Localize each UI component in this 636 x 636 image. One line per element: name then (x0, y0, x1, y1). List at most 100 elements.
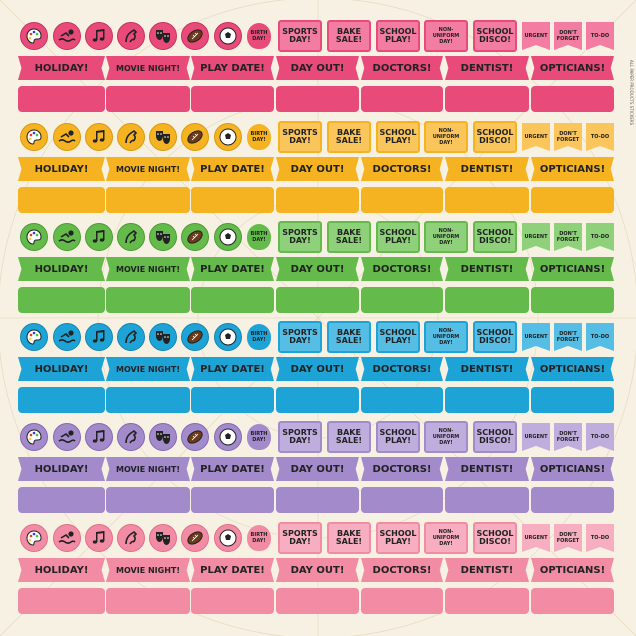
banner-sticker: OPTICIANS! (531, 457, 614, 481)
small-label-sticker: SPORTS DAY! (278, 421, 322, 453)
swimmer-icon (53, 423, 81, 451)
rugby-ball-icon (181, 323, 209, 351)
side-text: ALL PAPER PRODUCTS STICKERS (629, 60, 634, 126)
flag-sticker: DON'T FORGET (554, 524, 582, 552)
blank-label-sticker (191, 487, 274, 513)
blank-label-sticker (106, 387, 190, 413)
swimmer-icon (53, 524, 81, 552)
flag-sticker: DON'T FORGET (554, 223, 582, 251)
banner-sticker: PLAY DATE! (191, 558, 274, 582)
small-label-sticker: SCHOOL DISCO! (473, 522, 517, 554)
small-label-sticker: SCHOOL DISCO! (473, 20, 517, 52)
small-label-sticker: SCHOOL DISCO! (473, 121, 517, 153)
flag-sticker: DON'T FORGET (554, 423, 582, 451)
banner-sticker: MOVIE NIGHT! (106, 56, 190, 80)
blank-label-sticker (361, 187, 443, 213)
flag-sticker: URGENT (522, 423, 550, 451)
flag-sticker: TO-DO (586, 223, 614, 251)
rugby-ball-icon (181, 123, 209, 151)
blank-label-sticker (361, 588, 443, 614)
palette-icon (20, 223, 48, 251)
blank-label-sticker (106, 187, 190, 213)
blank-label-sticker (445, 588, 529, 614)
banner-sticker: DENTIST! (445, 257, 529, 281)
small-label-sticker: NON- UNIFORM DAY! (424, 20, 468, 52)
flag-sticker: TO-DO (586, 423, 614, 451)
banner-sticker: DOCTORS! (361, 157, 443, 181)
rugby-ball-icon (181, 223, 209, 251)
banner-sticker: DENTIST! (445, 558, 529, 582)
blank-label-sticker (106, 86, 190, 112)
theatre-masks-icon (149, 223, 177, 251)
banner-sticker: PLAY DATE! (191, 357, 274, 381)
banner-sticker: HOLIDAY! (18, 457, 105, 481)
banner-sticker: PLAY DATE! (191, 457, 274, 481)
music-notes-icon (85, 22, 113, 50)
small-label-sticker: BAKE SALE! (327, 221, 371, 253)
music-notes-icon (85, 423, 113, 451)
music-notes-icon (85, 223, 113, 251)
flag-sticker: TO-DO (586, 123, 614, 151)
swimmer-icon (53, 123, 81, 151)
banner-sticker: MOVIE NIGHT! (106, 157, 190, 181)
blank-label-sticker (18, 86, 105, 112)
banner-sticker: DENTIST! (445, 457, 529, 481)
flag-sticker: URGENT (522, 123, 550, 151)
flag-sticker: DON'T FORGET (554, 323, 582, 351)
sticker-band-orange: BIRTH DAY! SPORTS DAY! BAKE SALE! SCHOOL PL… (18, 121, 616, 217)
rugby-ball-icon (181, 22, 209, 50)
birthday-sticker: BIRTH DAY! (247, 525, 271, 551)
blank-label-sticker (445, 86, 529, 112)
swimmer-icon (53, 323, 81, 351)
small-label-sticker: SCHOOL DISCO! (473, 421, 517, 453)
blank-label-sticker (361, 487, 443, 513)
blank-label-sticker (191, 287, 274, 313)
banner-sticker: PLAY DATE! (191, 257, 274, 281)
small-label-sticker: SCHOOL PLAY! (376, 321, 420, 353)
blank-label-sticker (106, 487, 190, 513)
sticker-band-purple: BIRTH DAY! SPORTS DAY! BAKE SALE! SCHOOL PL… (18, 421, 616, 517)
banner-sticker: HOLIDAY! (18, 157, 105, 181)
blank-label-sticker (276, 487, 359, 513)
banner-sticker: MOVIE NIGHT! (106, 457, 190, 481)
horse-icon (117, 223, 145, 251)
blank-label-sticker (18, 387, 105, 413)
sticker-band-pink: BIRTH DAY! SPORTS DAY! BAKE SALE! SCHOOL PL… (18, 20, 616, 116)
birthday-sticker: BIRTH DAY! (247, 424, 271, 450)
rugby-ball-icon (181, 524, 209, 552)
small-label-sticker: SPORTS DAY! (278, 321, 322, 353)
palette-icon (20, 323, 48, 351)
horse-icon (117, 22, 145, 50)
small-label-sticker: BAKE SALE! (327, 321, 371, 353)
banner-sticker: OPTICIANS! (531, 56, 614, 80)
blank-label-sticker (191, 387, 274, 413)
small-label-sticker: SPORTS DAY! (278, 522, 322, 554)
banner-sticker: HOLIDAY! (18, 357, 105, 381)
football-icon (214, 22, 242, 50)
banner-sticker: DOCTORS! (361, 357, 443, 381)
small-label-sticker: NON- UNIFORM DAY! (424, 421, 468, 453)
football-icon (214, 123, 242, 151)
banner-sticker: DAY OUT! (276, 157, 359, 181)
football-icon (214, 223, 242, 251)
banner-sticker: DAY OUT! (276, 357, 359, 381)
football-icon (214, 524, 242, 552)
banner-sticker: HOLIDAY! (18, 56, 105, 80)
banner-sticker: PLAY DATE! (191, 157, 274, 181)
sticker-band-rose: BIRTH DAY! SPORTS DAY! BAKE SALE! SCHOOL PL… (18, 522, 616, 618)
small-label-sticker: NON- UNIFORM DAY! (424, 321, 468, 353)
small-label-sticker: SPORTS DAY! (278, 121, 322, 153)
small-label-sticker: SCHOOL PLAY! (376, 522, 420, 554)
blank-label-sticker (361, 287, 443, 313)
horse-icon (117, 423, 145, 451)
theatre-masks-icon (149, 22, 177, 50)
banner-sticker: DOCTORS! (361, 56, 443, 80)
blank-label-sticker (445, 287, 529, 313)
small-label-sticker: BAKE SALE! (327, 522, 371, 554)
swimmer-icon (53, 22, 81, 50)
swimmer-icon (53, 223, 81, 251)
small-label-sticker: SPORTS DAY! (278, 20, 322, 52)
small-label-sticker: NON- UNIFORM DAY! (424, 121, 468, 153)
banner-sticker: DAY OUT! (276, 558, 359, 582)
